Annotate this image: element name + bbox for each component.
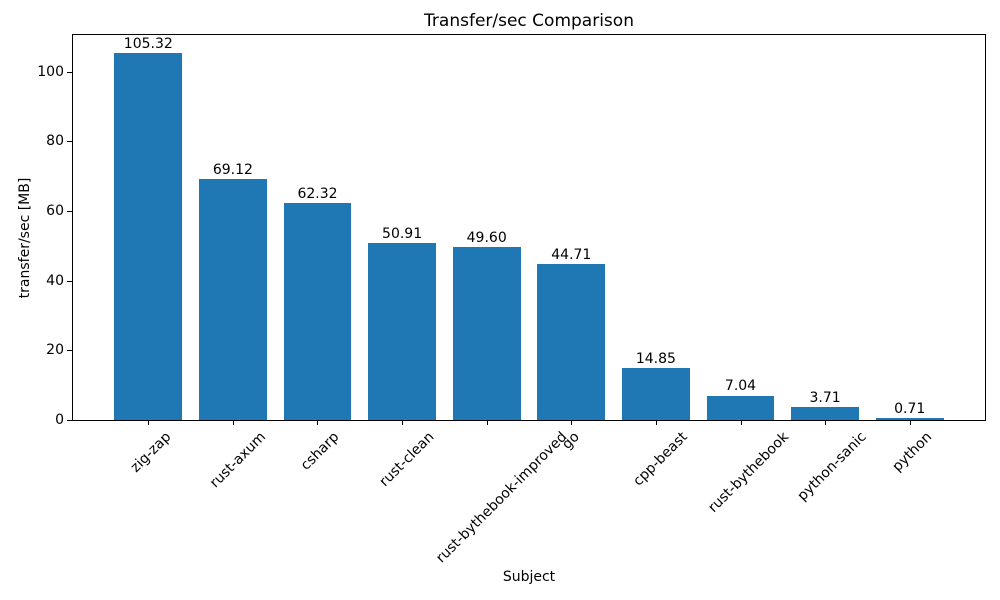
- x-tick-mark: [740, 420, 742, 425]
- bar-value-label: 69.12: [212, 162, 253, 179]
- bar-value-label: 50.91: [382, 225, 423, 242]
- bar-zig-zap: [114, 53, 183, 420]
- x-tick-label: cpp-beast: [630, 429, 692, 490]
- bar-python-sanic: [791, 407, 859, 420]
- bar-value-label: 3.71: [809, 390, 841, 407]
- x-tick-mark: [655, 420, 657, 425]
- bar-value-label: 14.85: [635, 351, 676, 368]
- y-tick-mark: [67, 71, 72, 73]
- y-tick-label: 0: [55, 412, 64, 428]
- bar-rust-clean: [368, 242, 436, 420]
- y-tick-mark: [67, 211, 72, 213]
- x-tick-mark: [825, 420, 827, 425]
- bar-value-label: 0.71: [894, 400, 926, 417]
- bar-go: [537, 264, 606, 420]
- x-tick-label: python-sanic: [794, 429, 870, 505]
- x-tick-label: csharp: [297, 429, 343, 474]
- chart-title: Transfer/sec Comparison: [424, 11, 634, 31]
- x-tick-label: rust-bythebook: [705, 429, 793, 516]
- x-tick-label: python: [889, 429, 936, 475]
- bar-rust-bythebook-improved: [452, 247, 521, 420]
- bar-value-label: 105.32: [123, 36, 173, 53]
- x-tick-mark: [571, 420, 573, 425]
- y-tick-mark: [67, 141, 72, 143]
- bar-value-label: 49.60: [466, 230, 507, 247]
- bar-value-label: 7.04: [724, 378, 757, 395]
- bar-value-label: 44.71: [551, 247, 592, 264]
- x-tick-mark: [317, 420, 319, 425]
- y-tick-label: 100: [37, 63, 64, 80]
- y-tick-mark: [67, 350, 72, 352]
- y-tick-mark: [67, 420, 72, 421]
- x-tick-label: rust-clean: [376, 429, 438, 490]
- x-tick-mark: [486, 420, 488, 425]
- x-tick-label: rust-bythebook-improved: [433, 429, 571, 567]
- x-tick-mark: [909, 420, 911, 425]
- bar-python: [875, 417, 944, 420]
- y-tick-label: 60: [46, 203, 64, 220]
- bar-cpp-beast: [622, 368, 690, 420]
- bar-value-label: 62.32: [297, 186, 338, 203]
- x-tick-mark: [148, 420, 150, 425]
- bar-rust-axum: [199, 179, 267, 420]
- bar-rust-bythebook: [706, 395, 775, 420]
- x-tick-label: zig-zap: [127, 429, 175, 476]
- bar-csharp: [283, 203, 352, 420]
- x-axis-label: Subject: [502, 569, 556, 585]
- y-tick-label: 20: [46, 342, 64, 359]
- x-tick-mark: [232, 420, 234, 425]
- y-tick-label: 80: [46, 133, 64, 150]
- y-axis-label: transfer/sec [MB]: [17, 177, 33, 299]
- y-tick-label: 40: [46, 272, 64, 289]
- y-tick-mark: [67, 280, 72, 282]
- plot-area: [72, 34, 986, 421]
- x-tick-label: rust-axum: [206, 429, 269, 492]
- x-tick-mark: [402, 420, 404, 425]
